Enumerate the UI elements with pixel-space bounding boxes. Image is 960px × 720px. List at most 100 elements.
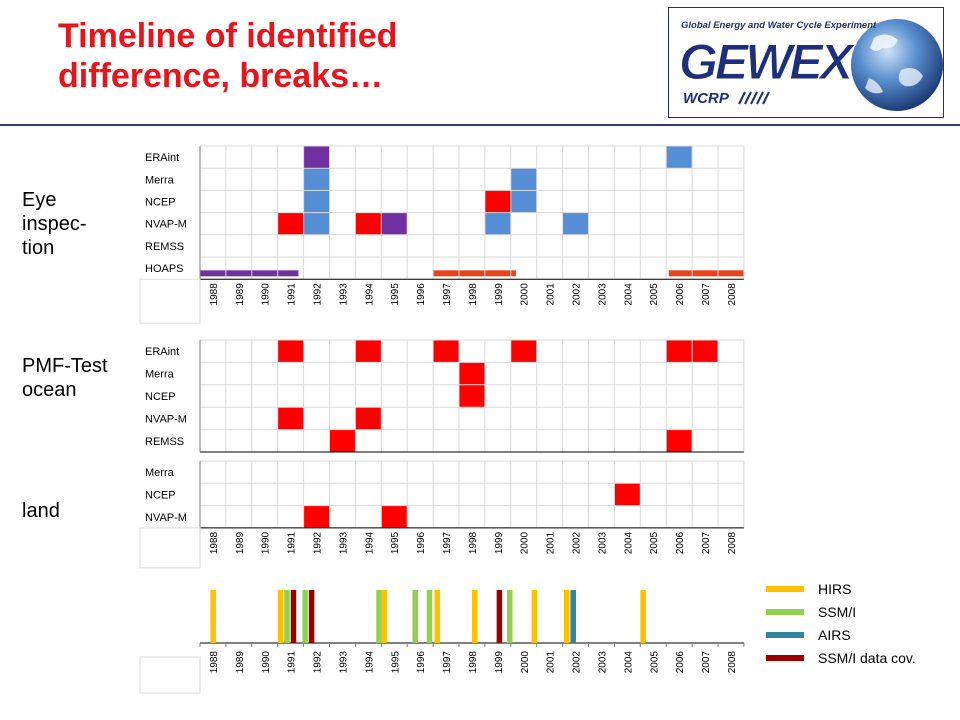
legend-swatch xyxy=(766,609,804,615)
satellite-events-tick-label-1999: 1999 xyxy=(494,651,505,674)
satellite-events-tick-label-1992: 1992 xyxy=(313,651,324,674)
cell-pmf-ocean-ERAint-1991 xyxy=(278,340,304,362)
land-tick-label-1997: 1997 xyxy=(442,531,453,554)
panel-eye: ERAint Merra NCEP NVAP-M REMSS HOAPS 1988 1989 1… xyxy=(140,146,744,323)
row-label-pmf-ocean-Merra: Merra xyxy=(145,369,175,381)
row-label-pmf-ocean-ERAint: ERAint xyxy=(145,346,179,358)
row-label-land-NCEP: NCEP xyxy=(145,489,176,501)
event-bar-hirs-0 xyxy=(210,590,216,643)
panel-pmf-ocean: ERAintMerraNCEPNVAP-MREMSS xyxy=(145,340,744,452)
eye-tick-label-2000: 2000 xyxy=(520,283,531,306)
event-bar-ssm-i-data-cov--3 xyxy=(291,590,297,643)
land-tick-label-2006: 2006 xyxy=(675,531,686,554)
event-bar-hirs-7 xyxy=(381,590,387,643)
eye-tick-label-1996: 1996 xyxy=(416,283,427,306)
event-bar-ssm-i-13 xyxy=(507,590,513,643)
cell-pmf-ocean-ERAint-2006 xyxy=(666,340,692,362)
legend-swatch xyxy=(766,632,804,638)
cell-eye-ERAint-1992 xyxy=(304,146,330,168)
cell-eye-Merra-2000 xyxy=(511,168,537,190)
row-label-pmf-ocean-REMSS: REMSS xyxy=(145,436,184,448)
satellite-events-tick-label-1995: 1995 xyxy=(390,651,401,674)
satellite-events-tick-label-1991: 1991 xyxy=(287,651,298,674)
row-label-pmf-ocean-NVAP-M: NVAP-M xyxy=(145,413,187,425)
event-bar-hirs-1 xyxy=(278,590,284,643)
cell-eye-NVAP-M-1991 xyxy=(278,213,304,235)
cell-eye-NVAP-M-2002 xyxy=(563,213,589,235)
eye-tick-label-1999: 1999 xyxy=(494,283,505,306)
panel-satellite-events: 1988 1989 1990 1991 1992 1993 1994 1995 1996 1997… xyxy=(140,590,744,693)
cell-pmf-ocean-ERAint-1994 xyxy=(355,340,381,362)
legend-label: SSM/I xyxy=(818,604,856,620)
row-label-eye-Merra: Merra xyxy=(145,174,175,186)
land-tick-label-1990: 1990 xyxy=(261,531,272,554)
satellite-events-tick-label-2000: 2000 xyxy=(520,651,531,674)
eye-tick-label-2008: 2008 xyxy=(727,283,738,306)
land-tick-label-2003: 2003 xyxy=(597,531,608,554)
legend-item-airs: AIRS xyxy=(766,623,956,646)
satellite-events-tick-label-1996: 1996 xyxy=(416,651,427,674)
cell-eye-NVAP-M-1992 xyxy=(304,213,330,235)
legend: HIRS SSM/I AIRS SSM/I data cov. xyxy=(766,577,956,669)
panel-land: Merra NCEP NVAP-M 1988 1989 1990 1991 1992 1993 1… xyxy=(140,461,744,568)
span-eye-HOAPS-0 xyxy=(200,270,298,276)
legend-label: SSM/I data cov. xyxy=(818,650,916,666)
eye-tick-label-1989: 1989 xyxy=(235,283,246,306)
land-tick-label-2008: 2008 xyxy=(727,531,738,554)
row-label-land-Merra: Merra xyxy=(145,467,175,479)
satellite-events-tick-label-2007: 2007 xyxy=(701,651,712,674)
land-tick-label-1988: 1988 xyxy=(209,531,220,554)
row-label-eye-HOAPS: HOAPS xyxy=(145,263,184,275)
row-label-eye-NCEP: NCEP xyxy=(145,197,176,209)
satellite-events-tick-label-2001: 2001 xyxy=(546,651,557,674)
eye-tick-label-2007: 2007 xyxy=(701,283,712,306)
row-label-land-NVAP-M: NVAP-M xyxy=(145,512,187,524)
land-tick-label-2005: 2005 xyxy=(649,531,660,554)
land-tick-label-1998: 1998 xyxy=(468,531,479,554)
satellite-events-tick-label-2003: 2003 xyxy=(597,651,608,674)
satellite-events-tick-label-1998: 1998 xyxy=(468,651,479,674)
cell-pmf-ocean-NCEP-1998 xyxy=(459,385,485,407)
eye-tick-label-1988: 1988 xyxy=(209,283,220,306)
span-eye-HOAPS-1 xyxy=(433,270,516,276)
event-bar-ssm-i-data-cov--5 xyxy=(309,590,315,643)
land-tick-label-2001: 2001 xyxy=(546,531,557,554)
satellite-events-tick-label-2004: 2004 xyxy=(623,651,634,674)
row-label-eye-NVAP-M: NVAP-M xyxy=(145,219,187,231)
eye-tick-label-1990: 1990 xyxy=(261,283,272,306)
eye-tick-label-1997: 1997 xyxy=(442,283,453,306)
cell-eye-ERAint-2006 xyxy=(666,146,692,168)
cell-pmf-ocean-REMSS-2006 xyxy=(666,430,692,452)
legend-item-ssm-i: SSM/I xyxy=(766,600,956,623)
cell-pmf-ocean-ERAint-2000 xyxy=(511,340,537,362)
eye-tick-label-1998: 1998 xyxy=(468,283,479,306)
eye-tick-label-1991: 1991 xyxy=(287,283,298,306)
cell-pmf-ocean-ERAint-1997 xyxy=(433,340,459,362)
satellite-events-tick-label-1994: 1994 xyxy=(364,651,375,674)
satellite-events-tick-label-1997: 1997 xyxy=(442,651,453,674)
event-bar-ssm-i-9 xyxy=(427,590,433,643)
event-bar-hirs-11 xyxy=(472,590,478,643)
land-tick-label-2004: 2004 xyxy=(623,531,634,554)
eye-tick-label-1993: 1993 xyxy=(338,283,349,306)
land-tick-label-1994: 1994 xyxy=(364,531,375,554)
cell-pmf-ocean-Merra-1998 xyxy=(459,362,485,384)
cell-eye-NVAP-M-1995 xyxy=(381,213,407,235)
land-tick-label-1995: 1995 xyxy=(390,531,401,554)
event-bar-hirs-14 xyxy=(532,590,538,643)
land-tick-label-1989: 1989 xyxy=(235,531,246,554)
eye-tick-label-2004: 2004 xyxy=(623,283,634,306)
event-bar-hirs-15 xyxy=(564,590,570,643)
event-bar-ssm-i-2 xyxy=(284,590,290,643)
cell-eye-NVAP-M-1994 xyxy=(355,213,381,235)
land-tick-label-1996: 1996 xyxy=(416,531,427,554)
eye-tick-label-1995: 1995 xyxy=(390,283,401,306)
satellite-events-tick-label-2008: 2008 xyxy=(727,651,738,674)
land-tick-label-2002: 2002 xyxy=(572,531,583,554)
event-bar-ssm-i-8 xyxy=(412,590,418,643)
event-bar-hirs-10 xyxy=(434,590,440,643)
cell-pmf-ocean-REMSS-1993 xyxy=(330,430,356,452)
cell-eye-NCEP-1992 xyxy=(304,190,330,212)
event-bar-airs-16 xyxy=(570,590,576,643)
satellite-events-tick-label-1989: 1989 xyxy=(235,651,246,674)
